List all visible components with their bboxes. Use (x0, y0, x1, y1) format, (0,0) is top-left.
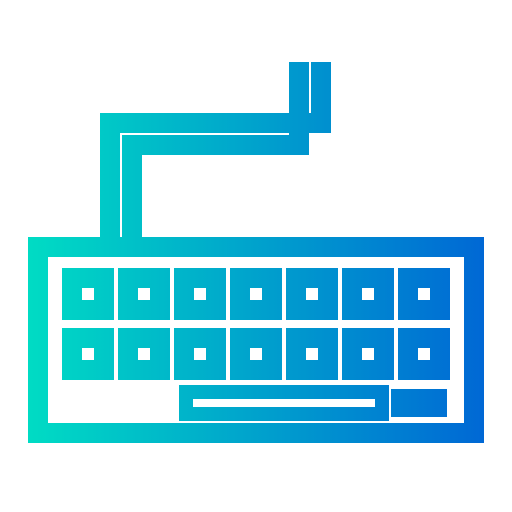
key (72, 338, 104, 370)
keyboard-icon (0, 0, 512, 512)
cable-inner (132, 62, 299, 247)
key (352, 278, 384, 310)
key (184, 338, 216, 370)
key (352, 338, 384, 370)
accent-key (398, 396, 440, 410)
key (408, 278, 440, 310)
key (128, 278, 160, 310)
key (240, 338, 272, 370)
key (240, 278, 272, 310)
key (72, 278, 104, 310)
key (184, 278, 216, 310)
key (296, 338, 328, 370)
key (408, 338, 440, 370)
key (128, 338, 160, 370)
key (296, 278, 328, 310)
spacebar (186, 392, 382, 414)
